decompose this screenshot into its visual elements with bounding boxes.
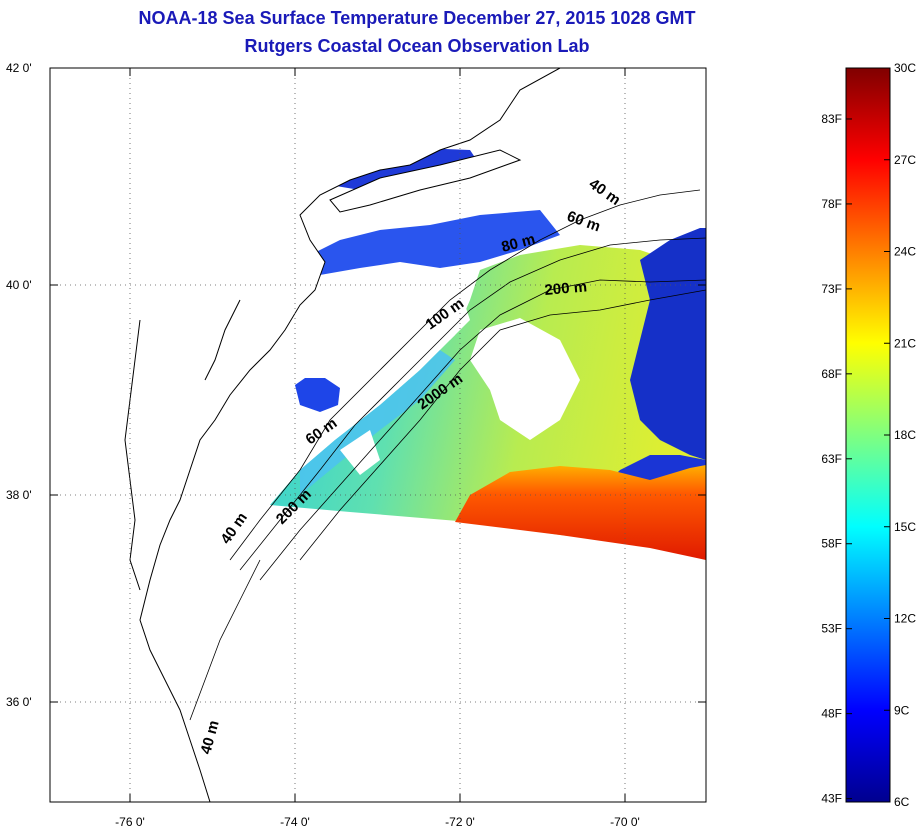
- lon-label: -76 0': [115, 815, 145, 829]
- map-subtitle: Rutgers Coastal Ocean Observation Lab: [244, 36, 590, 56]
- isobath-label: 40 m: [217, 510, 251, 548]
- sst-slope-band: [300, 350, 455, 495]
- isobath-label: 60 m: [565, 208, 603, 236]
- isobath-40m: [229, 189, 701, 561]
- sst-gulf-stream: [455, 465, 706, 560]
- map-title: NOAA-18 Sea Surface Temperature December…: [138, 8, 696, 28]
- cloud-mask-3: [340, 430, 380, 475]
- isobath-200m: [259, 279, 706, 581]
- cloud-mask-2: [430, 290, 470, 340]
- sst-cold-patch: [295, 378, 340, 412]
- sst-cold-east: [630, 228, 706, 460]
- lat-label: 38 0': [6, 488, 32, 502]
- coastline-long-island: [329, 149, 522, 213]
- isobath-label: 200 m: [544, 278, 588, 299]
- isobath-label: 40 m: [197, 719, 222, 756]
- chesapeake-bay: [124, 319, 141, 591]
- lat-label: 40 0': [6, 278, 32, 292]
- lat-label: 42 0': [6, 61, 32, 75]
- map-frame: [49, 67, 707, 803]
- delaware-bay: [204, 299, 241, 381]
- lon-label: -70 0': [610, 815, 640, 829]
- coastline-mainland: [50, 68, 561, 802]
- cloud-mask: [470, 318, 580, 440]
- lon-label: -74 0': [280, 815, 310, 829]
- isobath-2000m: [299, 289, 706, 561]
- lat-label: 36 0': [6, 695, 32, 709]
- isobath-south-40m: [189, 559, 261, 721]
- sst-cold-shelf: [300, 210, 560, 275]
- lon-label: -72 0': [445, 815, 475, 829]
- isobath-60m: [239, 237, 706, 571]
- isobath-label: 40 m: [586, 175, 624, 209]
